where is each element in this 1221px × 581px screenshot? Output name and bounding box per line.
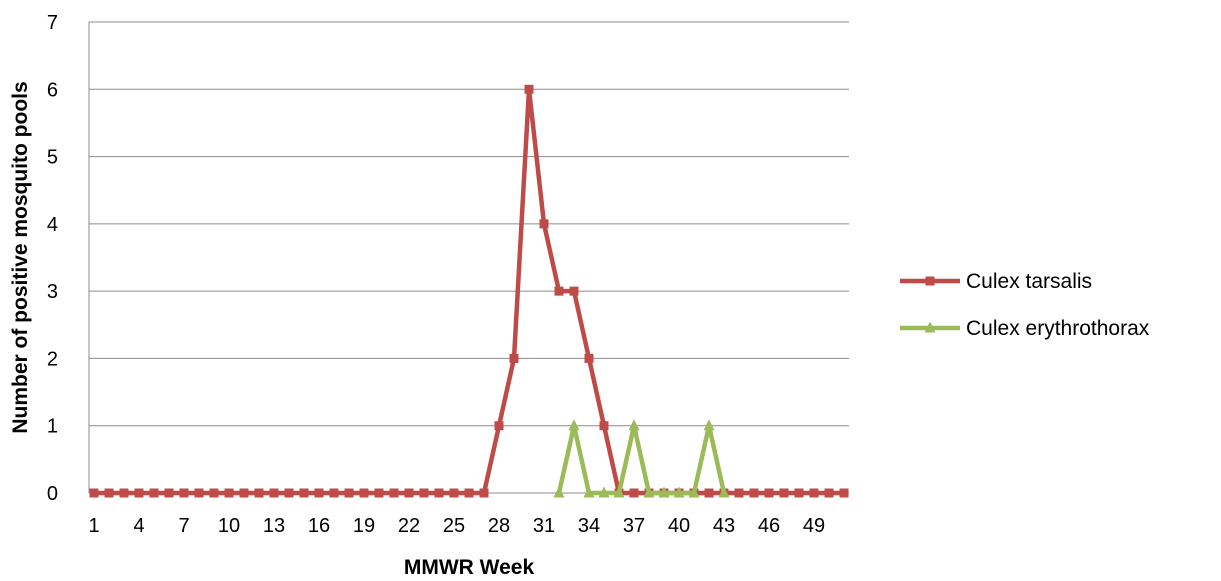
data-point bbox=[599, 421, 609, 431]
data-point bbox=[449, 488, 459, 498]
legend: Culex tarsalis Culex erythrothorax bbox=[900, 270, 1150, 340]
x-tick-label: 13 bbox=[263, 515, 285, 537]
series-line-2 bbox=[556, 423, 727, 496]
x-tick-label: 25 bbox=[443, 515, 465, 537]
y-tick-label: 6 bbox=[47, 79, 58, 101]
y-tick-label: 5 bbox=[47, 147, 58, 169]
y-tick-label: 0 bbox=[47, 483, 58, 505]
data-point bbox=[688, 486, 700, 498]
data-point bbox=[809, 488, 819, 498]
data-point bbox=[374, 488, 384, 498]
series-layer bbox=[89, 84, 849, 498]
x-tick-label: 43 bbox=[713, 515, 735, 537]
x-tick-label: 10 bbox=[218, 515, 240, 537]
data-point bbox=[119, 488, 129, 498]
legend-marker bbox=[925, 276, 935, 286]
data-point bbox=[209, 488, 219, 498]
y-tick-label: 3 bbox=[47, 281, 58, 303]
x-tick-label: 40 bbox=[668, 515, 690, 537]
data-point bbox=[299, 488, 309, 498]
data-point bbox=[494, 421, 504, 431]
data-point bbox=[584, 353, 594, 363]
data-point bbox=[344, 488, 354, 498]
x-tick-label: 31 bbox=[533, 515, 555, 537]
data-point bbox=[464, 488, 474, 498]
data-point bbox=[613, 486, 625, 498]
data-point bbox=[779, 488, 789, 498]
data-point bbox=[254, 488, 264, 498]
data-point bbox=[524, 84, 534, 94]
gridlines bbox=[89, 21, 849, 427]
data-point bbox=[554, 286, 564, 296]
data-point bbox=[224, 488, 234, 498]
data-point bbox=[239, 488, 249, 498]
data-point bbox=[89, 488, 99, 498]
data-point bbox=[149, 488, 159, 498]
data-point bbox=[673, 486, 685, 498]
data-point bbox=[794, 488, 804, 498]
data-point bbox=[329, 488, 339, 498]
data-point bbox=[164, 488, 174, 498]
data-point bbox=[269, 488, 279, 498]
x-tick-label: 49 bbox=[803, 515, 825, 537]
data-point bbox=[583, 486, 595, 498]
data-point bbox=[479, 488, 489, 498]
y-tick-labels: 0 1 2 3 4 5 6 7 bbox=[47, 12, 58, 505]
data-point bbox=[568, 419, 580, 431]
data-point bbox=[628, 419, 640, 431]
y-tick-label: 4 bbox=[47, 214, 58, 236]
x-tick-label: 34 bbox=[578, 515, 600, 537]
data-point bbox=[704, 488, 714, 498]
legend-label: Culex tarsalis bbox=[966, 270, 1092, 293]
data-point bbox=[104, 488, 114, 498]
data-point bbox=[539, 219, 549, 229]
data-point bbox=[658, 486, 670, 498]
data-point bbox=[389, 488, 399, 498]
x-tick-label: 19 bbox=[353, 515, 375, 537]
data-point bbox=[824, 488, 834, 498]
y-axis-title: Number of positive mosquito pools bbox=[9, 81, 32, 433]
data-point bbox=[419, 488, 429, 498]
x-tick-label: 28 bbox=[488, 515, 510, 537]
x-tick-label: 22 bbox=[398, 515, 420, 537]
data-point bbox=[134, 488, 144, 498]
legend-label: Culex erythrothorax bbox=[966, 317, 1150, 340]
data-point bbox=[734, 488, 744, 498]
x-tick-labels: 1 4 7 10 13 16 19 22 25 28 31 34 37 40 43 46 49 bbox=[88, 515, 825, 537]
x-tick-label: 7 bbox=[178, 515, 189, 537]
data-point bbox=[553, 486, 565, 498]
data-point bbox=[839, 488, 849, 498]
data-point bbox=[434, 488, 444, 498]
x-tick-label: 4 bbox=[133, 515, 144, 537]
data-point bbox=[509, 353, 519, 363]
data-point bbox=[749, 488, 759, 498]
x-tick-label: 1 bbox=[88, 515, 99, 537]
data-point bbox=[703, 419, 715, 431]
data-point bbox=[404, 488, 414, 498]
data-point bbox=[569, 286, 579, 296]
data-point bbox=[284, 488, 294, 498]
legend-marker bbox=[924, 321, 936, 333]
data-point bbox=[598, 486, 610, 498]
data-point bbox=[359, 488, 369, 498]
data-point bbox=[179, 488, 189, 498]
data-point bbox=[314, 488, 324, 498]
x-axis-title: MMWR Week bbox=[404, 556, 535, 579]
x-tick-label: 16 bbox=[308, 515, 330, 537]
y-tick-label: 1 bbox=[47, 416, 58, 438]
data-point bbox=[764, 488, 774, 498]
data-point bbox=[643, 486, 655, 498]
y-tick-label: 2 bbox=[47, 348, 58, 370]
data-point bbox=[194, 488, 204, 498]
x-tick-label: 46 bbox=[758, 515, 780, 537]
x-tick-label: 37 bbox=[623, 515, 645, 537]
data-point bbox=[629, 488, 639, 498]
data-point bbox=[718, 486, 730, 498]
y-tick-label: 7 bbox=[47, 12, 58, 34]
